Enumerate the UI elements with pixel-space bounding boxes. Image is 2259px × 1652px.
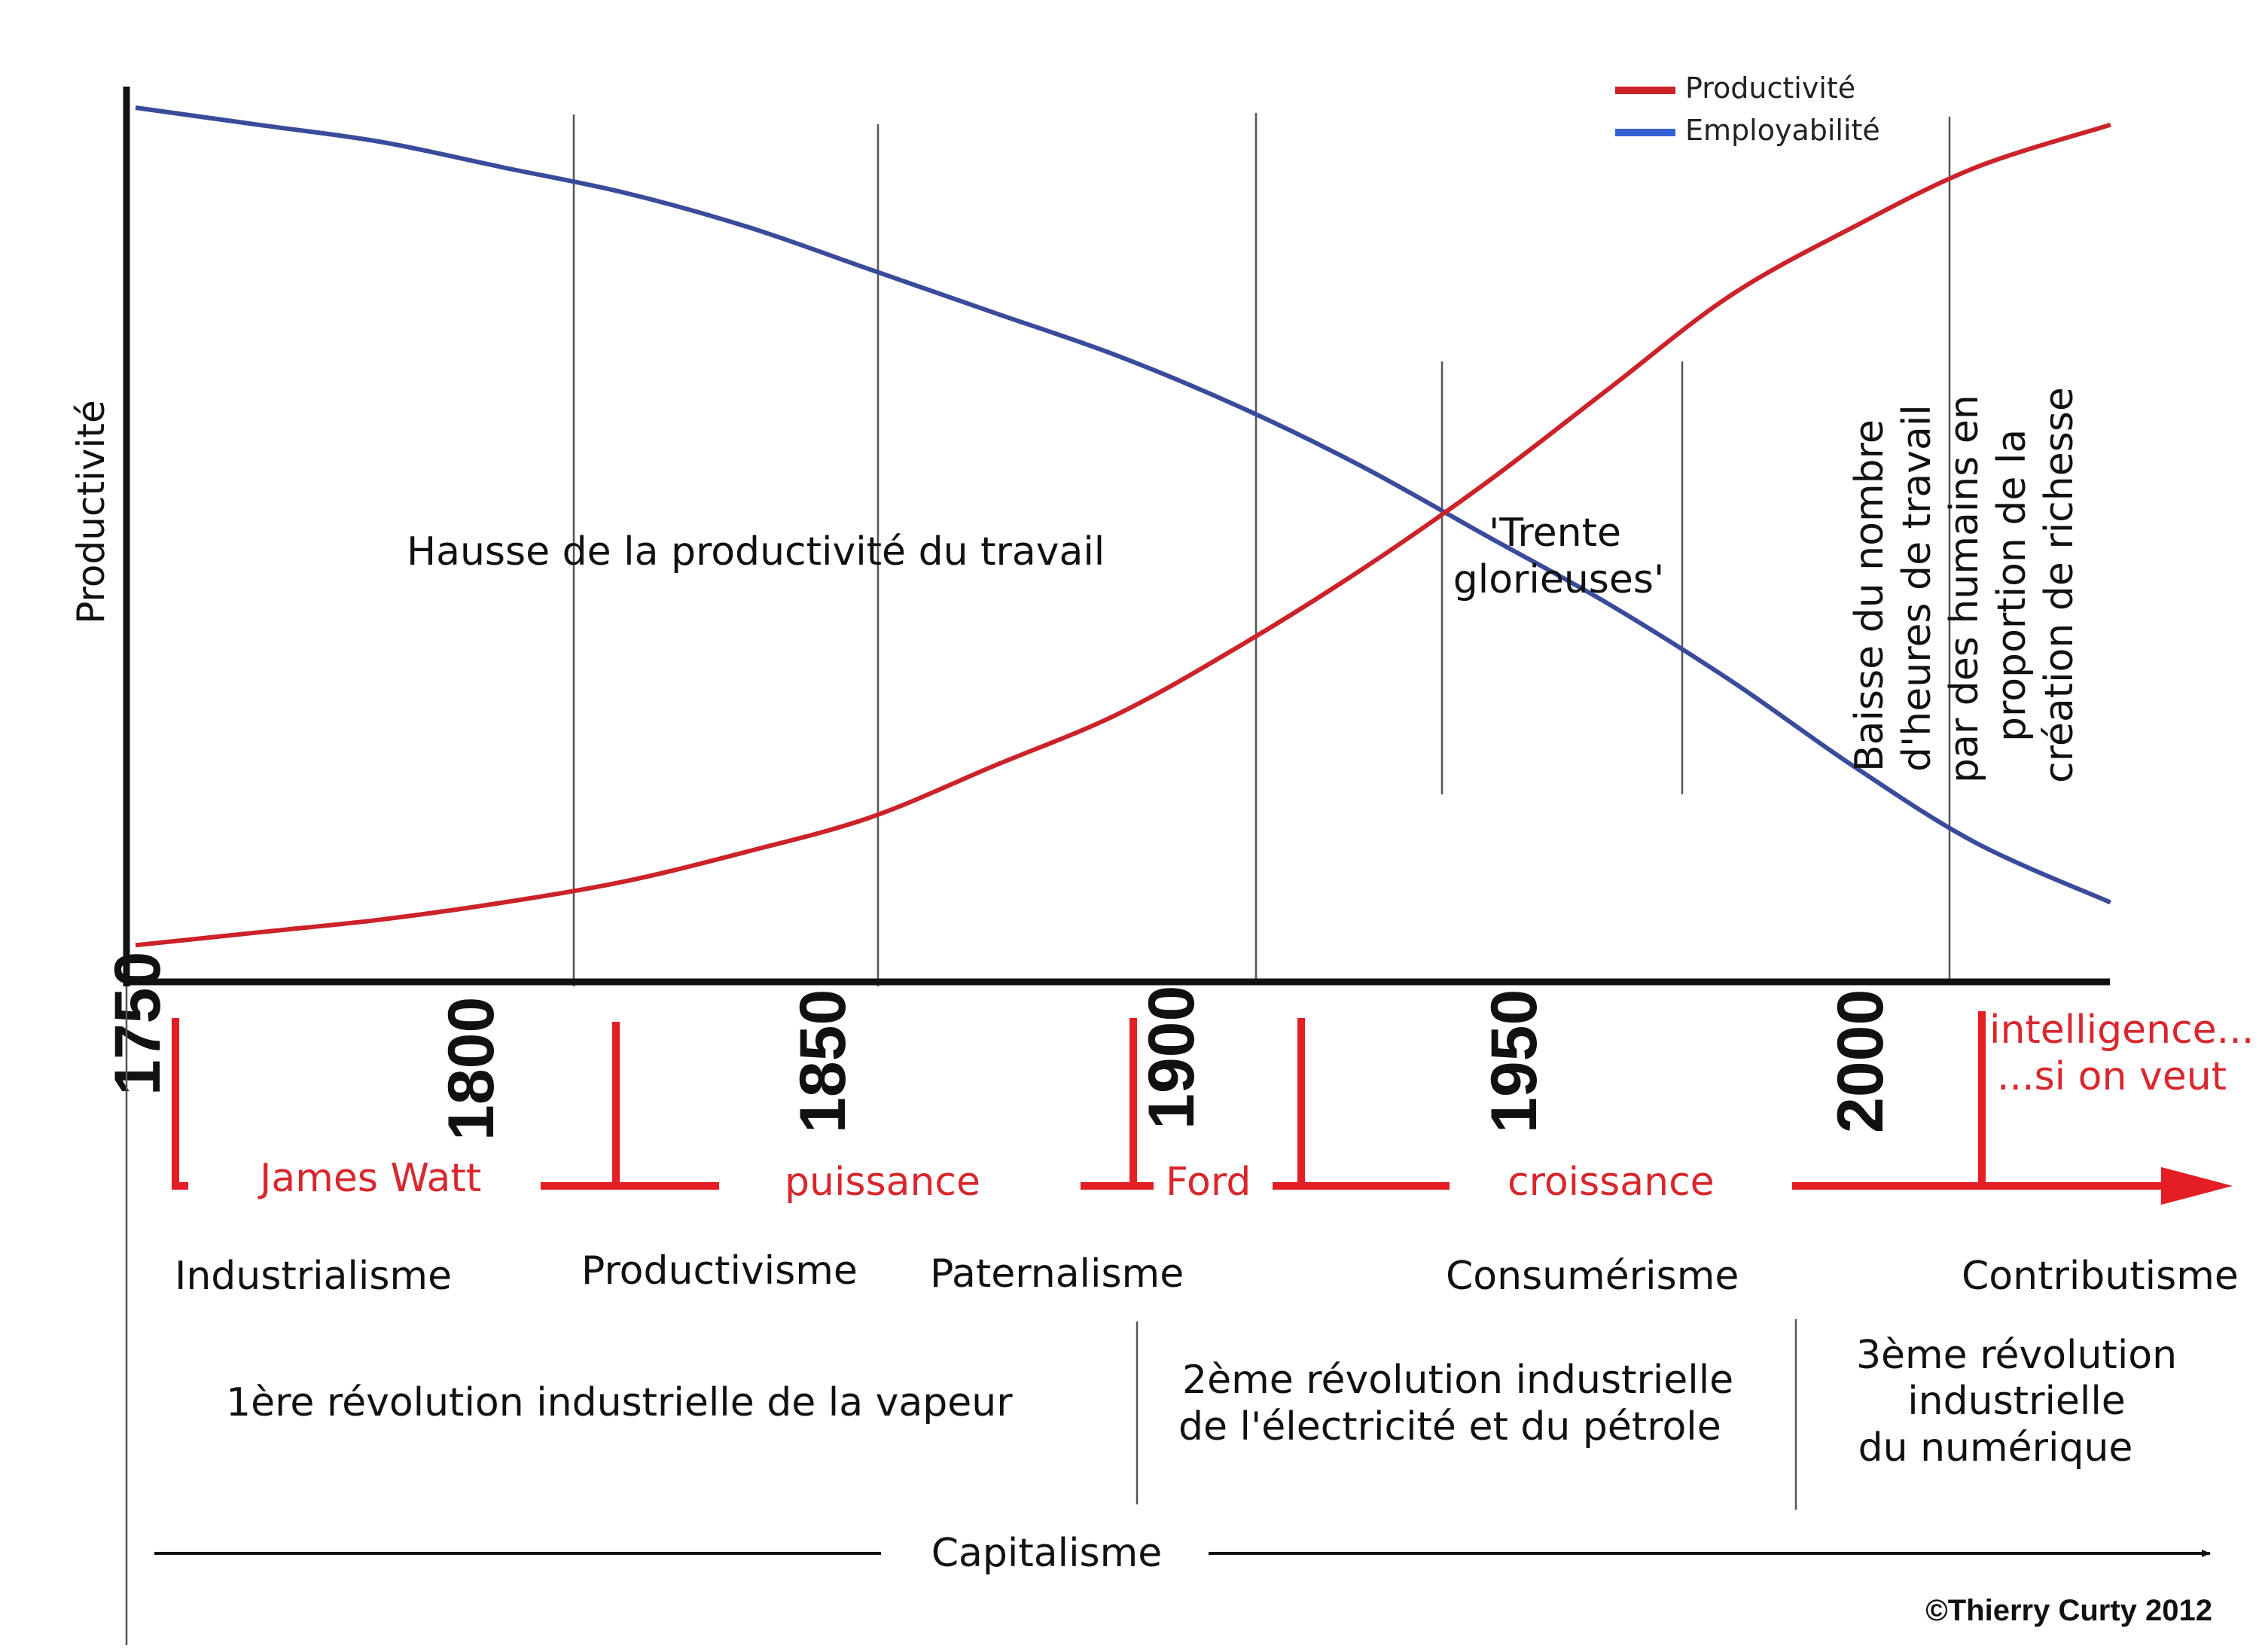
series-line-employabilite	[135, 105, 2112, 905]
period-separators	[572, 113, 1951, 986]
lower-separators	[125, 986, 1797, 1645]
revolution-3-line2: industrielle	[1907, 1379, 2126, 1424]
annotation-baisse-line: Baisse du nombre	[1847, 419, 1892, 772]
legend-label-productivite: Productivité	[1685, 72, 1855, 105]
era-labels: Industrialisme Productivisme Paternalism…	[175, 1248, 2239, 1299]
annotation-hausse: Hausse de la productivité du travail	[407, 529, 1105, 575]
milestone-label: croissance	[1508, 1160, 1715, 1205]
era-label: Productivisme	[581, 1248, 858, 1294]
revolution-2-line1: 2ème révolution industrielle	[1182, 1358, 1733, 1403]
timeline-arrow-head	[2161, 1167, 2233, 1205]
annotation-baisse-line: d'heures de travail	[1895, 404, 1940, 772]
milestone-label: Ford	[1166, 1160, 1251, 1205]
milestone-label: James Watt	[258, 1156, 481, 1201]
x-tick-label: 1900	[1136, 986, 1208, 1129]
milestone-labels: James Watt puissance Ford croissance int…	[258, 1007, 2254, 1205]
legend-label-employabilite: Employabilité	[1685, 114, 1880, 147]
future-label-line1: intelligence...	[1989, 1007, 2254, 1053]
timeline-brackets	[172, 1011, 2169, 1190]
copyright: ©Thierry Curty 2012	[1925, 1594, 2212, 1627]
annotation-baisse-line: création de richesse	[2037, 387, 2082, 783]
x-tick-label: 1850	[787, 989, 859, 1133]
era-label: Consumérisme	[1446, 1254, 1739, 1299]
era-label: Contributisme	[1962, 1254, 2239, 1299]
revolution-3-line3: du numérique	[1858, 1425, 2133, 1471]
x-tick-label: 1750	[102, 952, 174, 1096]
x-tick-labels: 1750 1800 1850 1900 1950 2000	[102, 952, 1897, 1141]
series-line-productivite	[135, 122, 2111, 948]
y-axis-label: Productivité	[69, 400, 113, 624]
capitalisme-arrow: Capitalisme	[154, 1531, 2211, 1576]
annotation-baisse: Baisse du nombre d'heures de travail par…	[1847, 387, 2082, 783]
era-label: Industrialisme	[175, 1254, 452, 1299]
x-tick-label: 1950	[1478, 989, 1550, 1133]
annotation-baisse-line: par des humains en	[1942, 395, 1987, 783]
annotation-baisse-line: proportion de la	[1989, 429, 2035, 742]
legend: Productivité Employabilité	[1615, 72, 1880, 147]
annotation-trente-line1: 'Trente	[1489, 511, 1621, 556]
future-label-line2: ...si on veut	[1997, 1054, 2227, 1099]
bracket-start	[172, 1018, 188, 1190]
revolution-1-label: 1ère révolution industrielle de la vapeu…	[226, 1380, 1013, 1425]
annotation-trente-line2: glorieuses'	[1453, 557, 1665, 602]
x-tick-label: 2000	[1825, 989, 1897, 1133]
revolution-2-line2: de l'électricité et du pétrole	[1178, 1404, 1721, 1449]
x-tick-label: 1800	[435, 997, 508, 1141]
milestone-label: puissance	[785, 1160, 980, 1205]
capitalisme-label: Capitalisme	[931, 1531, 1163, 1576]
revolution-3-line1: 3ème révolution	[1856, 1333, 2177, 1378]
revolution-labels: 1ère révolution industrielle de la vapeu…	[226, 1333, 2177, 1471]
era-label: Paternalisme	[930, 1251, 1184, 1297]
